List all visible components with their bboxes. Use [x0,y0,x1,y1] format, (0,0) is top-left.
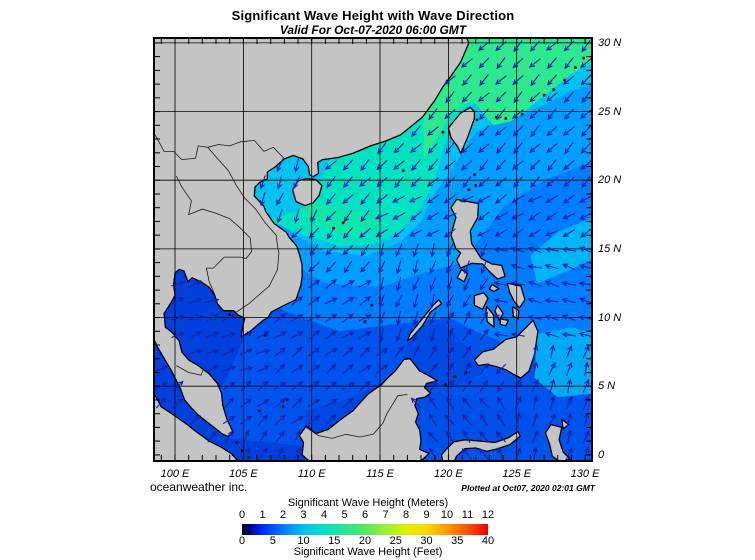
colorbar-title-meters: Significant Wave Height (Meters) [287,497,449,509]
oceanweather-credit: oceanweather inc. [150,480,248,494]
colorbar-meter-tick: 9 [423,509,430,521]
colorbar-feet-tick: 10 [297,535,310,547]
lat-label: 25 N [598,105,622,118]
colorbar-meter-tick: 4 [320,509,328,521]
lon-label: 105 E [228,468,258,480]
colorbar-meter-tick: 7 [382,509,389,521]
colorbar-meter-tick: 0 [238,509,246,521]
lat-label: 30 N [598,36,622,49]
lat-label: 0 [598,448,605,461]
page-title: Significant Wave Height with Wave Direct… [231,8,515,23]
colorbar-meter-tick: 2 [279,509,287,521]
wave-map [153,37,593,462]
colorbar-meter-tick: 5 [341,509,348,521]
colorbar-meter-tick: 8 [402,509,410,521]
colorbar-meter-tick: 10 [440,509,454,521]
colorbar-meter-tick: 3 [300,509,307,521]
lon-label: 110 E [297,468,326,480]
colorbar-feet-tick: 35 [451,535,464,547]
lon-label: 115 E [366,468,394,480]
colorbar-feet-tick: 20 [358,535,372,547]
plotted-timestamp: Plotted at Oct07, 2020 02:01 GMT [461,483,595,493]
lat-label: 5 N [598,380,616,393]
lat-label: 20 N [598,174,622,187]
valid-time-subtitle: Valid For Oct-07-2020 06:00 GMT [279,23,467,37]
colorbar-feet-tick: 30 [420,535,433,547]
colorbar-title-feet: Significant Wave Height (Feet) [293,546,443,558]
lon-label: 125 E [502,468,532,480]
colorbar-feet-tick: 0 [238,535,246,547]
colorbar-feet-tick: 25 [389,535,402,547]
lat-label: 10 N [598,311,622,324]
colorbar-feet-tick: 15 [328,535,341,547]
lon-label: 130 E [570,468,600,480]
colorbar-feet-tick: 40 [481,535,495,547]
colorbar-gradient [242,524,488,535]
lat-label: 15 N [598,242,622,255]
lon-label: 120 E [434,468,463,480]
colorbar-meter-tick: 11 [461,509,474,521]
colorbar-feet-tick: 5 [269,535,276,547]
lon-label: 100 E [160,468,190,480]
colorbar-meter-tick: 1 [259,509,266,521]
colorbar-meter-tick: 6 [361,509,369,521]
colorbar-meter-tick: 12 [481,509,495,521]
